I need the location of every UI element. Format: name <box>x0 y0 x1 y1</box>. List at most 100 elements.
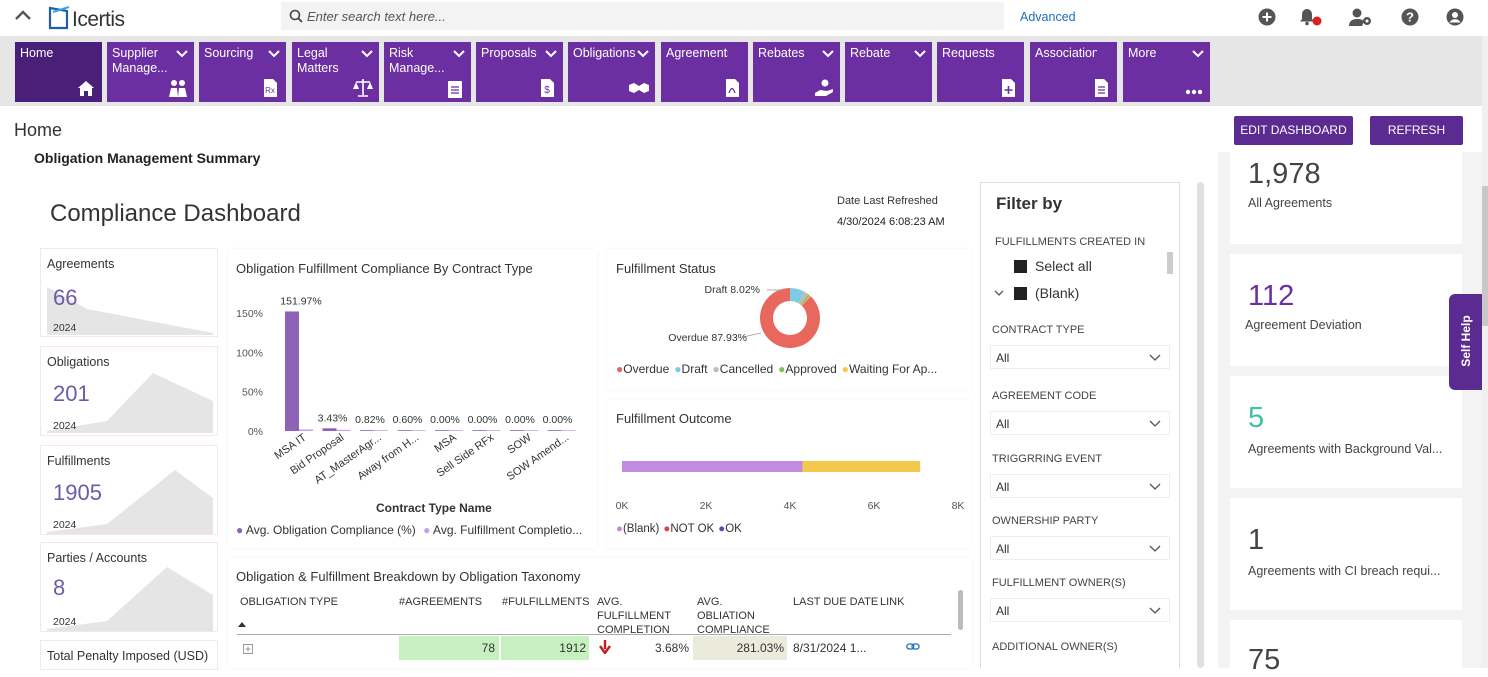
bar-obligation[interactable] <box>285 311 299 431</box>
outcome-segment[interactable] <box>802 461 921 472</box>
chevron-down-icon[interactable] <box>914 50 926 58</box>
edit-dashboard-button[interactable]: EDIT DASHBOARD <box>1234 116 1353 145</box>
bar-fulfillment[interactable] <box>524 430 538 431</box>
bar-fulfillment[interactable] <box>299 429 313 431</box>
user-settings-icon[interactable] <box>1349 7 1373 27</box>
bar-obligation[interactable] <box>322 428 337 431</box>
kpi-card-obligations[interactable]: Obligations 201 2024 <box>40 346 218 436</box>
donut-slice[interactable] <box>798 291 809 305</box>
page-scrollbar[interactable] <box>1482 36 1488 668</box>
donut-slice[interactable] <box>760 288 820 348</box>
column-header[interactable]: OBLIGATION TYPE <box>240 596 339 608</box>
column-header[interactable]: LINK <box>880 596 905 608</box>
column-header[interactable]: #FULFILLMENTS <box>502 596 590 608</box>
chevron-down-icon[interactable] <box>361 50 373 58</box>
chevron-down-icon[interactable] <box>268 50 280 58</box>
chevron-down-icon[interactable] <box>1149 545 1161 553</box>
bar-fulfillment[interactable] <box>411 430 426 431</box>
nav-tile-more[interactable]: More <box>1123 42 1210 102</box>
filter-select[interactable]: All <box>990 345 1170 369</box>
filter-select[interactable]: All <box>990 598 1170 622</box>
sort-asc-icon[interactable] <box>238 621 246 627</box>
outcome-segment[interactable] <box>622 461 803 472</box>
search-input[interactable]: Enter search text here... <box>307 9 446 24</box>
filter-select[interactable]: All <box>990 536 1170 560</box>
bar-fulfillment[interactable] <box>561 430 576 431</box>
nav-tile-supplier-manage[interactable]: Supplier Manage... <box>107 42 194 102</box>
list-scrollbar[interactable] <box>1167 252 1173 274</box>
chevron-down-icon[interactable] <box>1149 420 1161 428</box>
filter-scrollbar[interactable] <box>1197 182 1204 668</box>
chevron-down-icon[interactable] <box>1149 607 1161 615</box>
account-icon[interactable] <box>1446 8 1464 26</box>
table-scrollbar[interactable] <box>958 590 963 630</box>
bar-obligation[interactable] <box>397 430 412 431</box>
chevron-down-icon[interactable] <box>994 290 1004 297</box>
collapse-icon[interactable] <box>14 9 32 21</box>
nav-tile-rebate[interactable]: Rebate <box>845 42 932 102</box>
nav-tile-obligations[interactable]: Obligations <box>568 42 655 102</box>
donut-slice[interactable] <box>801 295 811 306</box>
column-header[interactable]: LAST DUE DATE <box>793 596 879 608</box>
bar-fulfillment[interactable] <box>449 430 463 431</box>
option-label[interactable]: (Blank) <box>1035 285 1080 301</box>
column-header[interactable]: AVG. FULFILLMENT COMPLETION <box>597 596 671 636</box>
column-header[interactable]: AVG. OBLIATION COMPLIANCE <box>697 596 770 636</box>
advanced-search-link[interactable]: Advanced <box>1020 10 1076 24</box>
kpi-card-fulfillments[interactable]: Fulfillments 1905 2024 <box>40 445 218 535</box>
nav-tile-agreements[interactable]: Agreements <box>661 42 748 102</box>
bar-fulfillment[interactable] <box>336 429 351 431</box>
chevron-down-icon[interactable] <box>1192 50 1204 58</box>
self-help-tab[interactable]: Self Help <box>1449 294 1482 390</box>
summary-card[interactable]: 1 Agreements with CI breach requi... <box>1230 498 1462 610</box>
option-label[interactable]: 2023 <box>1035 312 1066 315</box>
nav-tile-proposals[interactable]: Proposals $ <box>476 42 563 102</box>
bar-fulfillment[interactable] <box>374 430 388 431</box>
summary-card[interactable]: 1,978 All Agreements <box>1230 152 1462 244</box>
nav-tile-home[interactable]: Home <box>15 42 102 102</box>
nav-tile-sourcing[interactable]: Sourcing Rx <box>199 42 286 102</box>
chevron-down-icon[interactable] <box>822 50 834 58</box>
filter-select[interactable]: All <box>990 411 1170 435</box>
nav-tile-legal-matters[interactable]: Legal Matters <box>292 42 379 102</box>
chevron-down-icon[interactable] <box>453 50 465 58</box>
bar-obligation[interactable] <box>360 430 374 431</box>
chevron-down-icon[interactable] <box>545 50 557 58</box>
summary-card[interactable]: 112 Agreement Deviation <box>1230 254 1462 366</box>
help-icon[interactable]: ? <box>1401 8 1419 26</box>
kpi-card-parties[interactable]: Parties / Accounts 8 2024 <box>40 542 218 632</box>
table-row[interactable]: 78 1912 3.68% 281.03% 8/31/2024 1... <box>237 636 951 660</box>
page-scrollbar-thumb[interactable] <box>1482 186 1488 326</box>
add-icon[interactable] <box>1258 8 1276 26</box>
notification-bell-icon[interactable] <box>1298 7 1324 27</box>
bar-obligation[interactable] <box>547 430 562 431</box>
kpi-card-agreements[interactable]: Agreements 66 2024 <box>40 248 218 337</box>
chevron-down-icon[interactable] <box>176 50 188 58</box>
column-header[interactable]: #AGREEMENTS <box>399 596 483 608</box>
nav-tile-associations[interactable]: Associations <box>1030 42 1117 102</box>
bar-obligation[interactable] <box>472 430 487 431</box>
checkbox[interactable] <box>1014 287 1027 300</box>
nav-tile-requests[interactable]: Requests <box>937 42 1024 102</box>
kpi-card-penalty[interactable]: Total Penalty Imposed (USD) <box>40 640 218 670</box>
chevron-down-icon[interactable] <box>1149 483 1161 491</box>
bar-obligation[interactable] <box>435 430 449 431</box>
bar-fulfillment[interactable] <box>486 430 501 431</box>
summary-card[interactable]: 5 Agreements with Background Val... <box>1230 376 1462 488</box>
filter-select[interactable]: All <box>990 474 1170 498</box>
nav-tile-rebates[interactable]: Rebates <box>753 42 840 102</box>
bar-obligation[interactable] <box>510 430 524 431</box>
expand-icon[interactable] <box>243 644 253 654</box>
nav-tile-risk-manage[interactable]: Risk Manage... <box>384 42 471 102</box>
chevron-down-icon[interactable] <box>1149 354 1161 362</box>
search-box[interactable]: Enter search text here... <box>281 2 1004 30</box>
donut-slice[interactable] <box>800 294 810 306</box>
donut-slice[interactable] <box>790 288 805 304</box>
link-icon[interactable] <box>906 642 920 652</box>
data-label: 0.00% <box>430 414 460 426</box>
option-label[interactable]: Select all <box>1035 258 1092 274</box>
checkbox[interactable] <box>1014 260 1027 273</box>
chevron-down-icon[interactable] <box>637 50 649 58</box>
refresh-button[interactable]: REFRESH <box>1370 116 1463 145</box>
summary-card[interactable]: 75 <box>1230 620 1462 676</box>
